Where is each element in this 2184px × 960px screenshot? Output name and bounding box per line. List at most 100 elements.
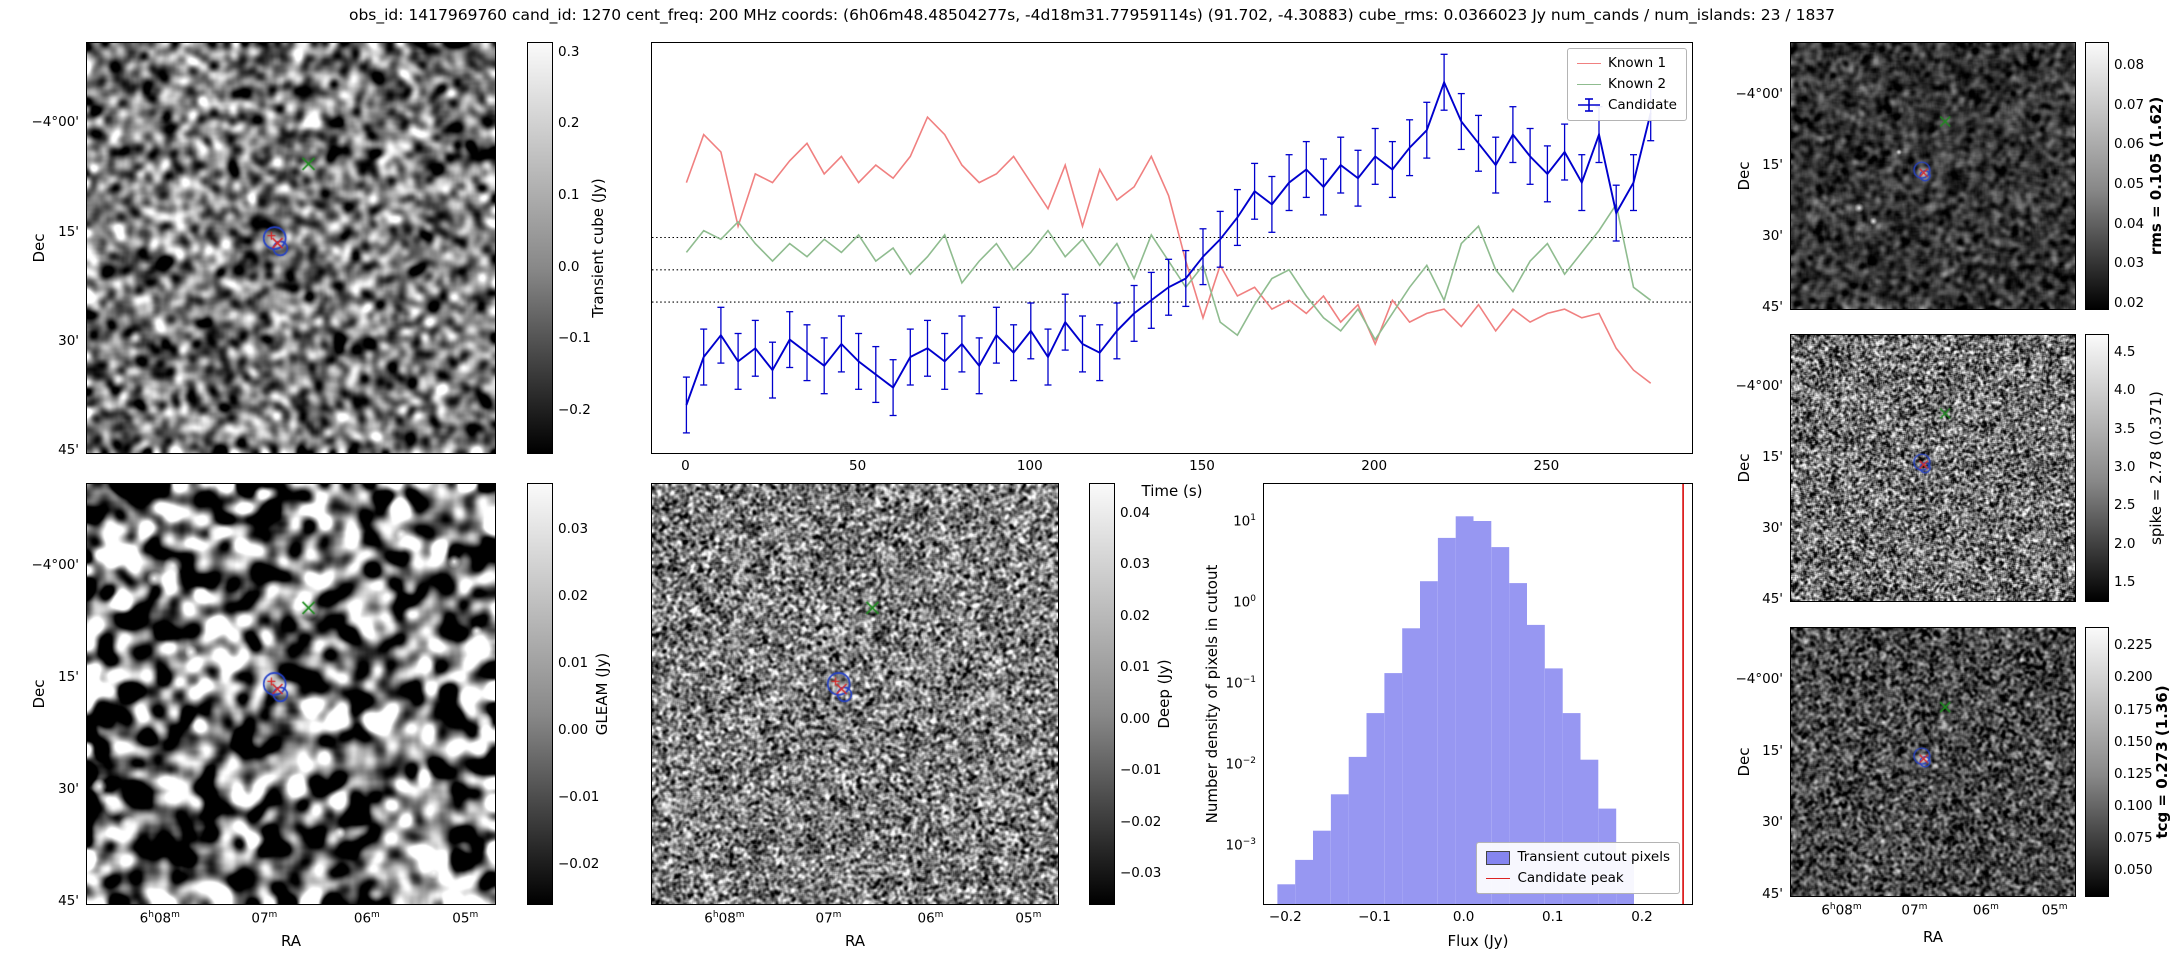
- legend-entry: Known 1: [1576, 53, 1677, 74]
- gleam-colorbar-label: GLEAM (Jy): [593, 652, 611, 736]
- flux-tick-label: 0.2: [1631, 909, 1653, 925]
- lightcurve-xlabel: Time (s): [1141, 482, 1203, 500]
- dec-tick-label: 30': [1762, 519, 1783, 536]
- dec-tick-label: 30': [1762, 227, 1783, 244]
- dec-tick-label: 30': [58, 332, 79, 349]
- legend-label: Known 2: [1607, 75, 1667, 92]
- density-tick-label: 10−1: [1225, 674, 1256, 692]
- colorbar-tick-label: 0.075: [2114, 830, 2153, 847]
- gleam-colorbar: [527, 483, 553, 905]
- dec-axis-label: Dec: [1735, 747, 1753, 777]
- dec-tick-label: 30': [58, 781, 79, 798]
- dec-tick-label: 15': [1762, 448, 1783, 465]
- colorbar-tick-label: 0.06: [2114, 136, 2145, 153]
- colorbar-tick-label: 0.2: [558, 115, 580, 132]
- transient-cube-panel: [86, 42, 496, 454]
- ra-tick-label: 06m: [353, 910, 380, 927]
- colorbar-tick-label: 3.5: [2114, 420, 2136, 437]
- colorbar-tick-label: 0.04: [1120, 504, 1151, 521]
- colorbar-tick-label: 0.3: [558, 43, 580, 60]
- transient-cube-image: [87, 43, 495, 453]
- dec-tick-label: −4°00': [1735, 85, 1783, 102]
- colorbar-tick-label: 0.100: [2114, 798, 2153, 814]
- colorbar-tick-label: 0.03: [2114, 255, 2145, 272]
- dec-axis-label: Dec: [30, 233, 48, 263]
- ra-tick-label: 6h08m: [1821, 902, 1862, 919]
- spike-colorbar-label: spike = 2.78 (0.371): [2147, 391, 2165, 545]
- colorbar-tick-label: −0.01: [558, 788, 600, 805]
- colorbar-tick-label: −0.01: [1120, 762, 1162, 779]
- figure-title: obs_id: 1417969760 cand_id: 1270 cent_fr…: [348, 6, 1836, 24]
- dec-tick-label: 45': [1762, 885, 1783, 902]
- density-tick-label: 100: [1233, 593, 1256, 611]
- colorbar-tick-label: 0.200: [2114, 669, 2153, 686]
- colorbar-tick-label: 0.02: [558, 587, 589, 604]
- colorbar-tick-label: 0.01: [1120, 659, 1151, 676]
- colorbar-tick-label: 2.5: [2114, 497, 2136, 514]
- transient-colorbar: [527, 42, 553, 454]
- legend-entry: Known 2: [1576, 74, 1677, 95]
- colorbar-tick-label: 0.00: [1120, 710, 1151, 727]
- spike-image: [1791, 335, 2075, 601]
- colorbar-tick-label: 0.07: [2114, 96, 2145, 113]
- spike-panel: [1790, 334, 2076, 602]
- colorbar-tick-label: 0.125: [2114, 765, 2153, 782]
- colorbar-tick-label: 1.5: [2114, 573, 2136, 590]
- flux-histogram-panel: Transient cutout pixels Candidate peak: [1263, 483, 1693, 905]
- deep-colorbar: [1089, 483, 1115, 905]
- time-tick-label: 50: [849, 458, 867, 474]
- histogram-xlabel: Flux (Jy): [1447, 932, 1509, 950]
- density-tick-label: 10−3: [1225, 837, 1256, 854]
- flux-tick-label: −0.2: [1268, 909, 1302, 925]
- colorbar-tick-label: 0.01: [558, 654, 589, 671]
- legend-entry: Candidate peak: [1486, 868, 1670, 889]
- dec-axis-label: Dec: [30, 679, 48, 709]
- ra-tick-label: 06m: [917, 910, 944, 927]
- dec-tick-label: −4°00': [1735, 377, 1783, 394]
- dec-axis-label: Dec: [1735, 453, 1753, 483]
- ra-tick-label: 05m: [2041, 902, 2068, 919]
- colorbar-tick-label: 0.03: [1120, 556, 1151, 573]
- colorbar-tick-label: 0.02: [2114, 295, 2145, 312]
- flux-tick-label: 0.0: [1452, 909, 1475, 925]
- tcg-colorbar-label: tcg = 0.273 (1.36): [2153, 685, 2171, 839]
- time-tick-label: 0: [681, 458, 690, 474]
- colorbar-tick-label: 0.00: [558, 721, 589, 738]
- colorbar-tick-label: 0.150: [2114, 733, 2153, 750]
- ra-tick-label: 05m: [452, 910, 479, 927]
- colorbar-tick-label: 4.5: [2114, 344, 2136, 361]
- time-tick-label: 200: [1361, 458, 1388, 474]
- deep-image: [652, 484, 1058, 904]
- histogram-legend: Transient cutout pixels Candidate peak: [1476, 842, 1680, 894]
- dec-tick-label: 15': [1762, 156, 1783, 173]
- rms-panel: [1790, 42, 2076, 310]
- colorbar-tick-label: −0.2: [558, 402, 591, 418]
- ra-axis-label: RA: [280, 932, 302, 950]
- colorbar-tick-label: 0.04: [2114, 215, 2145, 232]
- histogram-ylabel: Number density of pixels in cutout: [1203, 564, 1221, 824]
- lightcurve-legend: Known 1 Known 2 Candidate: [1566, 48, 1687, 121]
- histogram-patch-glyph: [1486, 850, 1511, 865]
- time-tick-label: 150: [1189, 458, 1215, 474]
- dec-tick-label: 45': [1762, 590, 1783, 607]
- deep-colorbar-label: Deep (Jy): [1155, 659, 1173, 729]
- time-tick-label: 100: [1016, 458, 1043, 474]
- colorbar-tick-label: 0.1: [558, 187, 580, 204]
- colorbar-tick-label: 0.08: [2114, 56, 2145, 73]
- ra-axis-label: RA: [844, 932, 866, 950]
- colorbar-tick-label: −0.03: [1120, 865, 1162, 882]
- ra-tick-label: 07m: [815, 910, 842, 927]
- flux-tick-label: 0.1: [1542, 909, 1564, 925]
- ra-tick-label: 07m: [1901, 902, 1928, 919]
- ra-tick-label: 05m: [1015, 910, 1042, 927]
- rms-image: [1791, 43, 2075, 309]
- colorbar-tick-label: 2.0: [2114, 535, 2136, 552]
- lightcurve-plot: [652, 53, 1692, 434]
- dec-tick-label: −4°00': [31, 557, 79, 574]
- density-tick-label: 10−2: [1225, 756, 1256, 773]
- colorbar-tick-label: 4.0: [2114, 382, 2136, 399]
- dec-axis-label: Dec: [1735, 161, 1753, 191]
- colorbar-tick-label: −0.02: [558, 855, 600, 872]
- colorbar-tick-label: 3.0: [2114, 459, 2136, 475]
- transient-colorbar-label: Transient cube (Jy): [589, 178, 607, 318]
